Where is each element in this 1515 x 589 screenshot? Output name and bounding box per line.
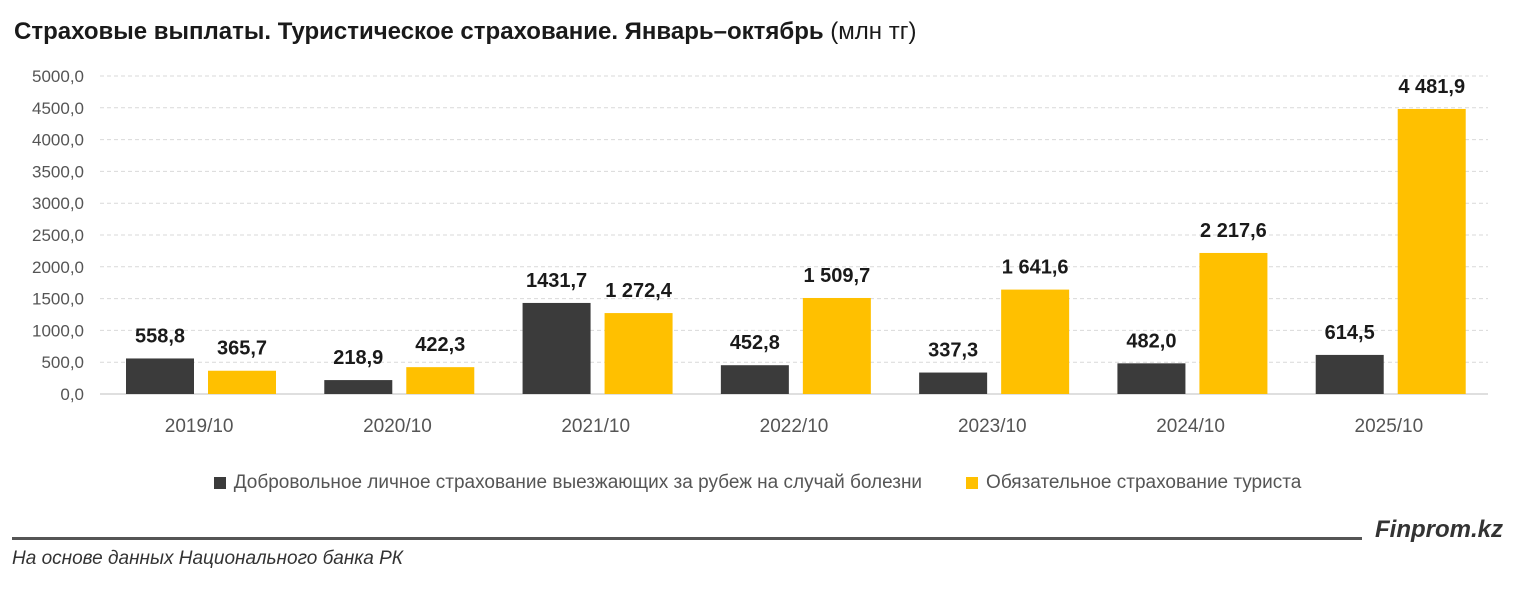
bar-voluntary — [324, 380, 393, 394]
data-label-mandatory: 1 509,7 — [803, 265, 870, 287]
bar-voluntary — [919, 372, 988, 394]
source-note: На основе данных Национального банка РК — [12, 548, 403, 569]
gridlines — [100, 75, 1488, 395]
legend-swatch-mandatory — [966, 477, 979, 489]
x-category-label: 2019/10 — [165, 416, 234, 437]
y-axis-ticks: 0,0 500,0 1000,0 1500,0 2000,0 2500,0 3000,0 35… — [32, 67, 84, 404]
legend-label-mandatory: Обязательное страхование туриста — [986, 472, 1302, 493]
y-tick-label: 2000,0 — [32, 258, 84, 277]
legend-item-voluntary: Добровольное личное страхование выезжающ… — [213, 472, 923, 494]
chart-title-unit: (млн тг) — [830, 18, 917, 45]
legend-label-voluntary: Добровольное личное страхование выезжающ… — [233, 472, 923, 493]
x-category-label: 2020/10 — [363, 416, 432, 437]
data-label-mandatory: 1 641,6 — [1002, 257, 1069, 279]
legend-swatch-voluntary — [213, 477, 226, 489]
x-category-label: 2025/10 — [1355, 416, 1424, 437]
brand-logo: Finprom.kz — [1374, 516, 1503, 543]
y-tick-label: 3500,0 — [32, 162, 84, 181]
x-category-label: 2021/10 — [561, 416, 630, 437]
chart-title: Страховые выплаты. Туристическое страхов… — [14, 18, 916, 46]
data-label-mandatory: 2 217,6 — [1200, 220, 1267, 242]
y-tick-label: 1500,0 — [32, 290, 84, 309]
y-tick-label: 1000,0 — [32, 321, 84, 340]
bar-voluntary — [720, 365, 789, 394]
y-tick-label: 3000,0 — [32, 194, 84, 213]
y-tick-label: 5000,0 — [32, 67, 84, 86]
bar-mandatory — [1397, 108, 1466, 394]
legend: Добровольное личное страхование выезжающ… — [0, 472, 1515, 494]
data-label-mandatory: 4 481,9 — [1398, 76, 1465, 98]
y-tick-label: 2500,0 — [32, 226, 84, 245]
data-label-mandatory: 422,3 — [415, 334, 465, 356]
bar-voluntary — [522, 302, 591, 394]
footer-divider — [12, 537, 1362, 540]
bar-mandatory — [1001, 289, 1070, 394]
data-label-voluntary: 1431,7 — [526, 270, 587, 292]
x-category-label: 2023/10 — [958, 416, 1027, 437]
data-label-mandatory: 365,7 — [217, 338, 267, 360]
data-label-voluntary: 482,0 — [1126, 330, 1176, 352]
legend-item-mandatory: Обязательное страхование туриста — [966, 472, 1301, 494]
y-tick-label: 0,0 — [60, 385, 84, 404]
bar-chart: 0,0 500,0 1000,0 1500,0 2000,0 2500,0 3000,0 35… — [32, 67, 1488, 437]
data-label-mandatory: 1 272,4 — [605, 280, 673, 302]
data-label-voluntary: 614,5 — [1325, 322, 1375, 344]
x-category-label: 2024/10 — [1156, 416, 1225, 437]
x-axis-categories: 2019/10 2020/10 2021/10 2022/10 2023/10 2024/… — [165, 416, 1423, 437]
data-label-voluntary: 337,3 — [928, 340, 978, 362]
data-label-voluntary: 218,9 — [333, 347, 383, 369]
bar-mandatory — [802, 297, 871, 394]
bar-mandatory — [1199, 252, 1268, 394]
y-tick-label: 4000,0 — [32, 131, 84, 150]
bar-voluntary — [1117, 363, 1186, 394]
bars — [126, 108, 1466, 394]
bar-voluntary — [126, 358, 194, 394]
data-label-voluntary: 558,8 — [135, 325, 185, 347]
bar-mandatory — [406, 367, 475, 394]
bar-voluntary — [1315, 354, 1384, 394]
bar-mandatory — [208, 370, 276, 394]
bar-mandatory — [604, 313, 673, 394]
x-category-label: 2022/10 — [760, 416, 829, 437]
chart-title-main: Страховые выплаты. Туристическое страхов… — [14, 18, 824, 45]
data-label-voluntary: 452,8 — [730, 332, 780, 354]
data-labels: 558,8 365,7 218,9 422,3 1431,7 1 272,4 452,8 1 … — [135, 76, 1465, 369]
y-tick-label: 4500,0 — [32, 99, 84, 118]
y-tick-label: 500,0 — [41, 353, 84, 372]
